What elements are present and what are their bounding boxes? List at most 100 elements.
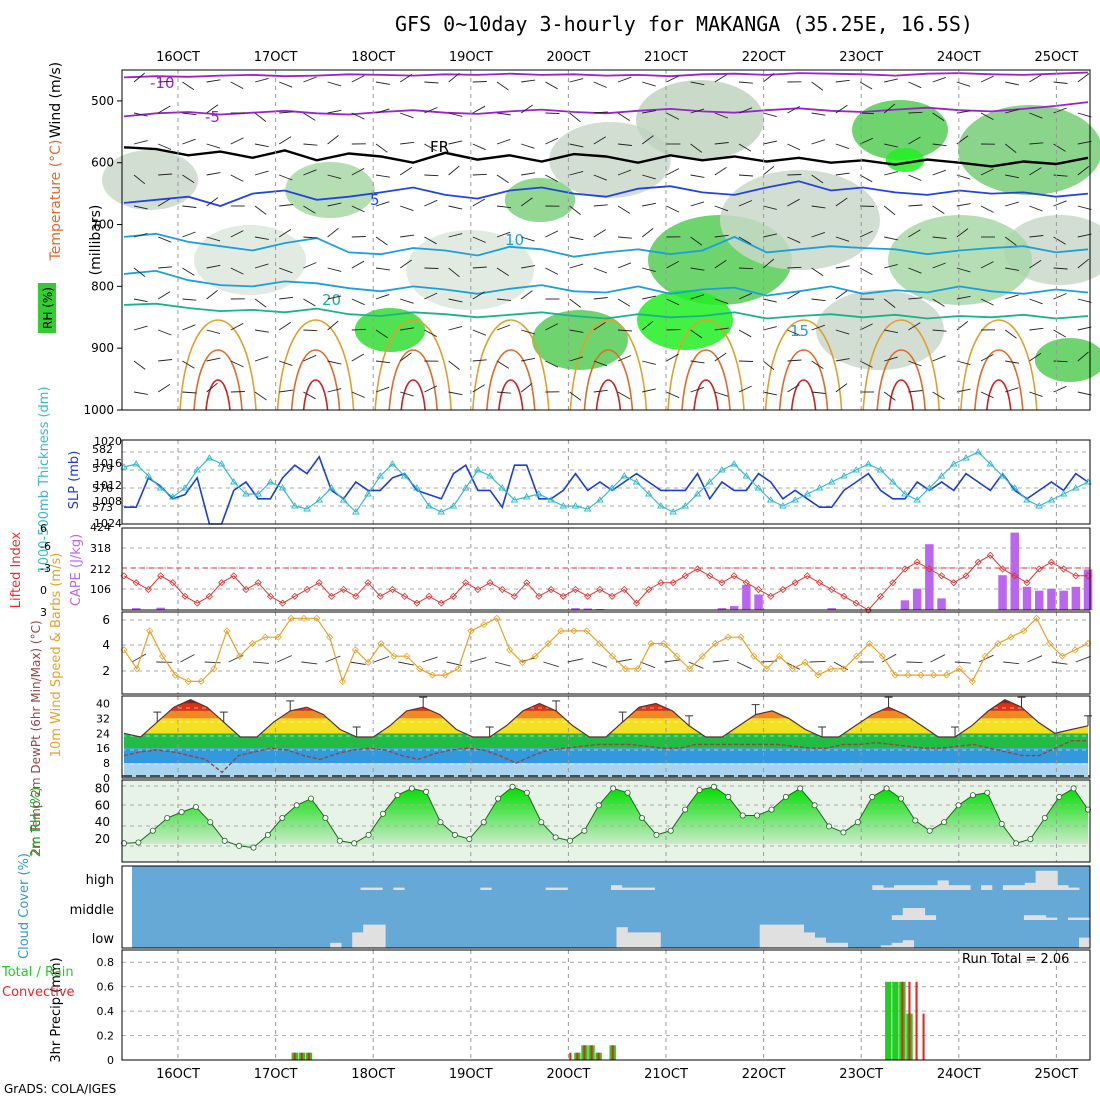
thickness-marker: [583, 505, 592, 512]
cloud-low-bar: [649, 932, 661, 948]
wind-barb: [424, 292, 438, 300]
wind-barb: [738, 236, 752, 245]
cloud-high-bar: [621, 887, 634, 890]
lifted-index-marker: [523, 579, 531, 587]
cloud-high-bar: [393, 887, 405, 890]
rh-shade-blob: [720, 170, 880, 270]
wind-barb: [521, 265, 536, 269]
wind-barb: [690, 329, 703, 339]
ytick-label-cape: 318: [90, 542, 111, 555]
surface-wind-barb: [398, 661, 414, 666]
wind-barb: [448, 233, 463, 238]
thickness-marker: [779, 502, 787, 509]
wind-barb: [956, 81, 971, 87]
wind-barb: [666, 205, 680, 213]
isotherm-hot: [790, 379, 817, 411]
wind-barb: [230, 137, 244, 145]
date-label-top: 18OCT: [351, 50, 395, 65]
wind-barb: [303, 236, 318, 239]
lifted-index-marker: [767, 592, 775, 600]
thickness-marker: [949, 460, 958, 467]
wind-barb: [1029, 352, 1042, 362]
wind-barb: [908, 111, 923, 114]
wind-barb: [133, 391, 148, 395]
thickness-marker: [486, 472, 494, 479]
wind-barb: [1077, 298, 1092, 303]
thickness-marker: [840, 472, 848, 479]
lifted-index-marker: [559, 592, 567, 600]
precip-total-bar: [892, 981, 899, 1060]
wind-barb: [206, 143, 221, 149]
wind-speed-marker: [1045, 639, 1054, 648]
cloud-middle-bar: [902, 908, 915, 920]
thickness-marker: [498, 484, 507, 491]
rh-marker: [466, 836, 473, 843]
thickness-marker: [1010, 484, 1019, 491]
isotherm-line-20: [123, 302, 1089, 320]
wind-barb: [521, 143, 535, 149]
wind-barb: [593, 389, 608, 393]
ytick-label-pressure: 900: [91, 341, 114, 355]
cloud-low-bar: [363, 924, 375, 948]
wind-barb: [666, 261, 680, 269]
wind-barb: [375, 360, 390, 364]
wind-barb: [690, 386, 704, 393]
rh-shade-blob: [285, 162, 375, 218]
wind-speed-marker: [441, 671, 449, 679]
wind-barb: [617, 329, 633, 332]
wind-barb: [569, 329, 584, 333]
rh-marker: [581, 827, 588, 834]
thickness-marker: [474, 466, 482, 473]
wind-barb: [690, 174, 705, 178]
wind-barb: [400, 205, 414, 212]
rh-marker: [696, 787, 703, 794]
wind-barb: [1005, 201, 1019, 207]
ytick-label-slp: 1012: [94, 479, 122, 492]
rh-marker: [782, 793, 789, 800]
lifted-index-marker: [1035, 565, 1043, 573]
isotherm-hot: [693, 379, 719, 411]
cloud-high-bar: [1046, 870, 1058, 890]
wind-barb: [133, 298, 148, 303]
rh-marker: [236, 842, 243, 849]
wind-barb: [714, 298, 729, 305]
run-total: Run Total = 2.06: [958, 952, 1069, 967]
wind-barb: [569, 263, 584, 269]
wind-speed-marker: [1020, 627, 1028, 635]
lifted-index-marker: [779, 585, 787, 594]
wind-barb: [762, 258, 775, 269]
wind-barb: [980, 168, 994, 176]
thickness-marker: [449, 502, 458, 509]
rh-marker: [423, 788, 430, 795]
ylabel-wind: Wind (m/s): [48, 62, 64, 138]
rh-marker: [207, 819, 214, 826]
wind-barb: [787, 329, 801, 336]
cape-bar: [132, 608, 141, 610]
wind-barb: [1053, 236, 1066, 245]
ylabel-convective: Convective: [2, 985, 75, 1000]
cloud-high-bar: [1035, 870, 1047, 890]
lifted-index-marker: [791, 579, 799, 587]
ytick-label-wind: 6: [102, 613, 110, 627]
wind-barb: [666, 391, 680, 399]
rh-marker: [178, 809, 185, 816]
wind-barb: [448, 325, 463, 331]
cloud-low-bar: [627, 932, 639, 948]
ylabel-wind10m: 10m Wind Speed & Barbs (m/s): [49, 553, 64, 758]
wind-speed-marker: [981, 652, 989, 660]
wind-barb: [884, 236, 898, 241]
wind-speed-marker: [377, 639, 385, 648]
wind-barb: [279, 81, 293, 88]
isotherm-warm: [778, 349, 829, 411]
thickness-marker: [827, 478, 836, 485]
cloud-low-bar: [616, 927, 628, 948]
wind-speed-marker: [865, 639, 874, 648]
wind-barb: [738, 174, 754, 177]
wind-barb: [303, 112, 316, 121]
ytick-label-thickness: 582: [92, 443, 113, 456]
wind-barb: [714, 142, 729, 145]
precip-convective-bar: [922, 1013, 925, 1060]
wind-barb: [545, 174, 559, 182]
wind-speed-marker: [248, 639, 257, 648]
lifted-index-marker: [986, 551, 994, 559]
